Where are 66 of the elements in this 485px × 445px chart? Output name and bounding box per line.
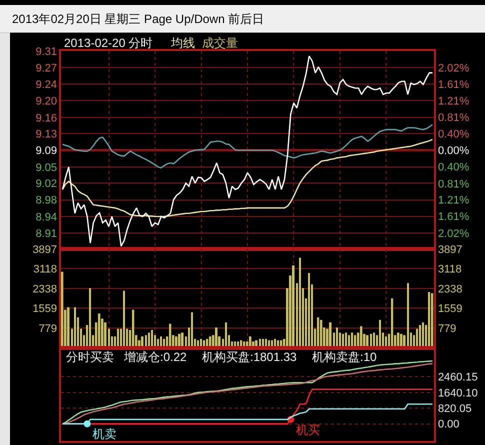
y-tick-label: 2338: [32, 283, 58, 296]
bar: [215, 328, 218, 348]
y2-tick-label: 2.02%: [438, 228, 470, 240]
line-series: [62, 55, 434, 247]
bar: [299, 258, 301, 348]
y-tick-label: 9.31: [36, 46, 58, 58]
y2-tick-label: 0.40%: [438, 128, 470, 141]
text: 成交量: [202, 36, 238, 50]
bar: [428, 292, 430, 348]
line-series: [62, 138, 434, 218]
chart-title: 分时买卖: [66, 350, 114, 364]
y2-tick-label: 1.21%: [438, 96, 470, 108]
chart-title: 2013年02月20日 星期三 Page Up/Down 前后日: [12, 12, 264, 26]
bar: [360, 326, 362, 348]
chart-subtitle: 2013-02-20 分时: [64, 36, 153, 50]
bar: [61, 272, 64, 348]
bar: [422, 322, 424, 348]
bar: [191, 312, 193, 348]
annotation: 增减仓:0.22: [123, 350, 188, 364]
y-tick-label: 9.16: [36, 112, 58, 124]
bar: [379, 320, 381, 348]
data-label: 机买: [296, 422, 320, 437]
y-tick-label: 9.20: [36, 96, 58, 108]
y2-tick-label: 0.40%: [438, 161, 470, 174]
annotation: 机构卖盘:10: [312, 350, 378, 364]
annotation: 机构买盘:1801.33: [202, 350, 298, 364]
y-tick-label: 9.09: [36, 145, 58, 158]
y2-tick-label: 0.00%: [438, 145, 470, 158]
y2-tick-label: 2.02%: [438, 62, 470, 74]
y-tick-label: 3897: [32, 244, 58, 256]
bar: [123, 290, 125, 348]
y2-tick-label: 0.81%: [438, 112, 470, 124]
y-tick-label: 9.27: [36, 62, 58, 74]
bar: [74, 307, 76, 348]
bar: [329, 322, 332, 348]
y-tick-label: 9.05: [36, 162, 58, 174]
data-label: 机卖: [92, 427, 117, 442]
bar: [67, 307, 70, 348]
y2-tick-label: 0.81%: [438, 178, 470, 190]
bar: [419, 324, 421, 348]
y-tick-label: 2460.15: [438, 372, 478, 384]
bar: [225, 322, 227, 348]
bar: [320, 320, 322, 348]
bar: [104, 322, 106, 348]
y-tick-label: 8.91: [36, 228, 58, 240]
bar: [98, 314, 100, 348]
y-tick-label: 1559: [32, 303, 58, 316]
y2-tick-label: 1.21%: [438, 194, 470, 207]
line-series: [62, 124, 434, 168]
bar: [407, 283, 409, 348]
text: 均线: [170, 36, 195, 50]
y-tick-label: 9.13: [36, 128, 58, 140]
y-tick-label: 779: [38, 322, 58, 335]
y-tick-label: 9.24: [36, 78, 58, 91]
y-tick-label: 3118: [33, 264, 58, 276]
y-tick-label: 820.05: [438, 402, 472, 415]
y-tick-label: 0.00: [438, 418, 460, 431]
bar: [308, 272, 310, 348]
y-tick-label: 8.94: [36, 211, 58, 224]
y-tick-label: 1640.10: [438, 387, 478, 400]
y2-tick-label: 1.61%: [438, 211, 470, 224]
bar: [89, 288, 92, 348]
bar: [292, 265, 295, 348]
y-tick-label: 9.02: [36, 178, 58, 190]
y-tick-label: 8.98: [36, 194, 58, 207]
y2-tick-label: 1.61%: [438, 79, 470, 92]
